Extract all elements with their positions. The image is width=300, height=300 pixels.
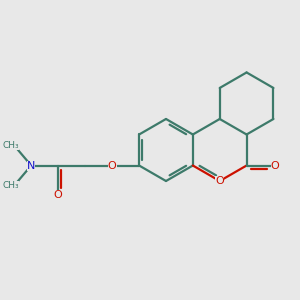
Text: N: N: [27, 160, 35, 170]
Text: O: O: [271, 160, 279, 170]
Text: CH₃: CH₃: [3, 181, 20, 190]
Text: O: O: [108, 160, 116, 170]
Text: O: O: [54, 190, 62, 200]
Text: O: O: [215, 176, 224, 186]
Text: CH₃: CH₃: [3, 141, 20, 150]
